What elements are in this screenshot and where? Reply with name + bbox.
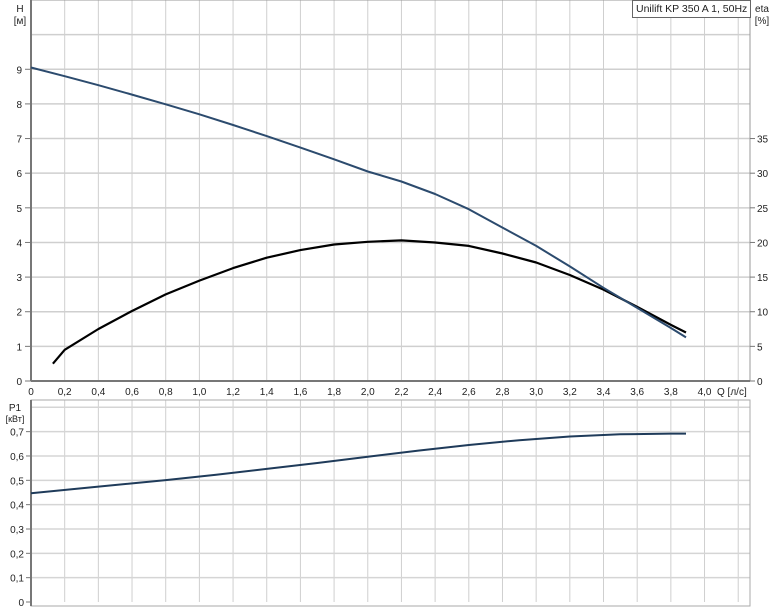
x-tick-label: 2,6 (462, 387, 476, 398)
chart-title: Unilift KP 350 A 1, 50Hz (632, 0, 752, 18)
p1-axis-unit: [кВт] (6, 414, 25, 424)
x-tick-label: 0,8 (159, 387, 173, 398)
h-tick-label: 8 (16, 100, 22, 111)
eta-curve (52, 239, 687, 365)
p1-tick-label: 0,6 (10, 452, 24, 463)
x-tick-label: 0,4 (91, 387, 105, 398)
p1-axis-label: P1 (9, 403, 22, 414)
x-tick-label: 1,0 (192, 387, 206, 398)
top-plot-grid (30, 0, 751, 382)
p1-tick-label: 0,4 (10, 501, 24, 512)
x-tick-label: 1,6 (293, 387, 307, 398)
x-tick-label: 2,0 (361, 387, 375, 398)
eta-tick-label: 5 (757, 342, 763, 353)
h-tick-label: 4 (16, 238, 22, 249)
h-tick-label: 0 (16, 377, 22, 388)
p1-tick-label: 0 (18, 598, 24, 609)
h-curve (30, 66, 687, 339)
eta-tick-label: 20 (757, 238, 769, 249)
eta-tick-label: 10 (757, 308, 769, 319)
h-tick-label: 9 (16, 65, 22, 76)
h-tick-label: 5 (16, 204, 22, 215)
x-tick-label: 0,6 (125, 387, 139, 398)
p1-curve (30, 432, 686, 495)
p1-tick-label: 0,3 (10, 525, 24, 536)
x-tick-label: 2,8 (496, 387, 510, 398)
p1-tick-label: 0,2 (10, 549, 24, 560)
h-tick-label: 1 (16, 342, 22, 353)
h-axis-label: H (16, 4, 23, 15)
x-tick-label: 4,0 (698, 387, 712, 398)
top-plot-frame (30, 0, 751, 382)
eta-tick-label: 0 (757, 377, 763, 388)
h-axis-unit: [м] (14, 16, 27, 27)
x-tick-label: 3,6 (630, 387, 644, 398)
eta-tick-label: 25 (757, 204, 769, 215)
eta-tick-label: 30 (757, 169, 769, 180)
h-tick-label: 7 (16, 135, 22, 146)
h-tick-label: 3 (16, 273, 22, 284)
eta-axis-unit: [%] (755, 16, 770, 27)
x-tick-label: 3,8 (664, 387, 678, 398)
x-tick-label: 1,8 (327, 387, 341, 398)
q-axis-label: Q [л/с] (717, 387, 747, 398)
p1-tick-label: 0,5 (10, 476, 24, 487)
h-tick-label: 6 (16, 169, 22, 180)
eta-tick-label: 15 (757, 273, 769, 284)
x-tick-label: 0,2 (58, 387, 72, 398)
x-tick-label: 1,4 (260, 387, 274, 398)
x-tick-label: 3,2 (563, 387, 577, 398)
eta-tick-label: 35 (757, 135, 769, 146)
curves (30, 66, 687, 495)
p1-tick-label: 0,1 (10, 574, 24, 585)
x-tick-label: 2,4 (428, 387, 442, 398)
x-tick-label: 2,2 (394, 387, 408, 398)
x-tick-label: 1,2 (226, 387, 240, 398)
x-tick-label: 3,4 (597, 387, 611, 398)
bottom-plot-grid (30, 399, 751, 607)
x-tick-label: 0 (28, 387, 34, 398)
p1-tick-label: 0,7 (10, 428, 24, 439)
eta-axis-label: eta (755, 4, 769, 15)
h-tick-label: 2 (16, 308, 22, 319)
x-tick-label: 3,0 (529, 387, 543, 398)
tick-labels: 0 0,2 0,4 0,6 0,8 1,0 1,2 1,4 1,6 1,8 2,0 2,2 2,4 2,6… (10, 65, 768, 609)
